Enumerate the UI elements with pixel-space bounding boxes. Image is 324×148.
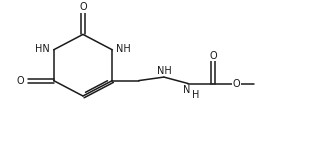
Text: O: O xyxy=(17,76,25,86)
Text: NH: NH xyxy=(116,44,131,54)
Text: NH: NH xyxy=(156,66,171,76)
Text: N: N xyxy=(183,85,190,95)
Text: O: O xyxy=(209,51,217,61)
Text: O: O xyxy=(79,2,87,12)
Text: H: H xyxy=(192,90,199,100)
Text: HN: HN xyxy=(35,44,50,54)
Text: O: O xyxy=(233,79,240,89)
